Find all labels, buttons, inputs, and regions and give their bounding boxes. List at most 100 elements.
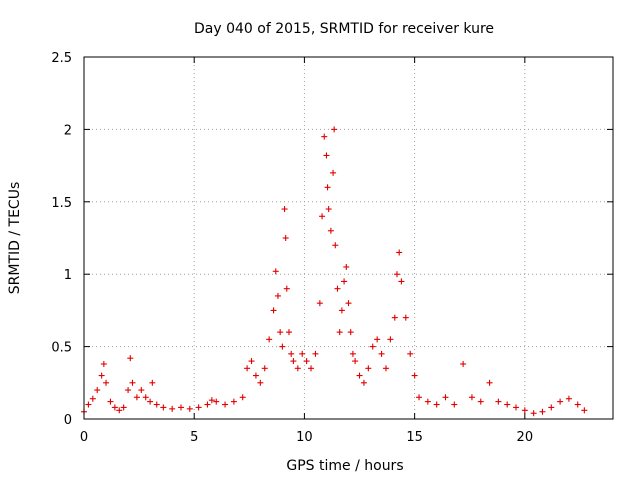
data-points (81, 126, 588, 417)
data-point (272, 268, 279, 275)
data-point (495, 398, 502, 405)
data-point (356, 372, 363, 379)
data-point (396, 249, 403, 256)
data-point (513, 404, 520, 411)
chart-title: Day 040 of 2015, SRMTID for receiver kur… (194, 21, 494, 37)
data-point (347, 329, 354, 336)
data-point (433, 401, 440, 408)
data-point (331, 126, 338, 133)
data-point (336, 329, 343, 336)
data-point (279, 343, 286, 350)
data-point (261, 365, 268, 372)
data-point (85, 401, 92, 408)
data-point (186, 405, 193, 412)
data-point (565, 395, 572, 402)
data-point (89, 395, 96, 402)
x-tick-label: 15 (406, 430, 423, 445)
data-point (319, 213, 326, 220)
data-point (125, 387, 132, 394)
data-point (208, 397, 215, 404)
data-point (266, 336, 273, 343)
data-point (486, 379, 493, 386)
x-tick-label: 0 (80, 430, 88, 445)
data-point (521, 407, 528, 414)
data-point (308, 365, 315, 372)
data-point (323, 152, 330, 159)
data-point (299, 350, 306, 357)
data-point (94, 387, 101, 394)
data-point (365, 365, 372, 372)
data-point (398, 278, 405, 285)
data-point (312, 350, 319, 357)
x-tick-label: 5 (190, 430, 198, 445)
data-point (195, 404, 202, 411)
data-point (442, 394, 449, 401)
data-point (107, 398, 114, 405)
data-point (142, 394, 149, 401)
y-tick-label: 2.5 (51, 51, 72, 66)
y-tick-label: 1.5 (51, 196, 72, 211)
data-point (111, 404, 118, 411)
x-tick-label: 10 (296, 430, 313, 445)
data-point (581, 407, 588, 414)
data-point (270, 307, 277, 314)
data-point (460, 360, 467, 367)
data-point (504, 401, 511, 408)
data-point (252, 372, 259, 379)
data-point (343, 263, 350, 270)
data-point (338, 307, 345, 314)
data-point (321, 133, 328, 140)
data-point (274, 292, 281, 299)
data-point (103, 379, 110, 386)
data-point (285, 329, 292, 336)
data-point (149, 379, 156, 386)
data-point (213, 398, 220, 405)
data-point (244, 365, 251, 372)
y-tick-label: 2 (64, 123, 72, 138)
data-point (288, 350, 295, 357)
data-point (294, 365, 301, 372)
data-point (332, 242, 339, 249)
data-point (411, 372, 418, 379)
data-point (387, 336, 394, 343)
data-point (349, 350, 356, 357)
data-point (468, 394, 475, 401)
data-point (303, 358, 310, 365)
data-point (341, 278, 348, 285)
data-point (548, 404, 555, 411)
data-point (100, 360, 107, 367)
data-point (147, 398, 154, 405)
data-point (160, 404, 167, 411)
data-point (451, 401, 458, 408)
data-point (391, 314, 398, 321)
data-point (530, 410, 537, 417)
data-point (98, 372, 105, 379)
data-point (416, 394, 423, 401)
data-point (382, 365, 389, 372)
data-point (133, 394, 140, 401)
data-point (374, 336, 381, 343)
data-point (282, 235, 289, 241)
data-point (369, 343, 376, 350)
data-point (557, 398, 564, 405)
data-point (120, 404, 127, 411)
data-point (316, 300, 323, 307)
y-tick-label: 0 (64, 413, 72, 428)
y-tick-label: 0.5 (51, 341, 72, 356)
data-point (290, 358, 297, 365)
data-point (153, 401, 160, 408)
y-axis-label: SRMTID / TECUs (7, 182, 23, 295)
data-point (393, 271, 400, 278)
data-point (334, 285, 341, 292)
data-point (378, 350, 385, 357)
data-point (360, 379, 367, 386)
data-point (281, 206, 288, 213)
data-point (330, 169, 337, 176)
data-point (248, 358, 255, 365)
x-axis-label: GPS time / hours (286, 458, 403, 474)
data-point (138, 387, 145, 394)
data-point (257, 379, 264, 386)
data-point (239, 394, 246, 401)
